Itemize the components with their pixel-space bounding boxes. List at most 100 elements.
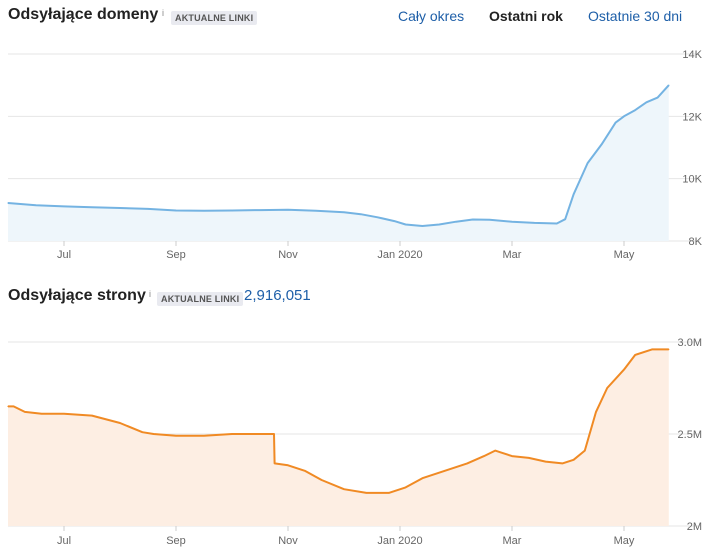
data-point [253, 433, 255, 435]
data-point [304, 470, 306, 472]
data-point [91, 206, 93, 208]
data-point [651, 348, 653, 350]
domains-title: Odsyłające domeny [8, 6, 159, 23]
data-point [259, 209, 261, 211]
data-point [500, 451, 502, 453]
data-point [175, 435, 177, 437]
data-point [556, 222, 558, 225]
data-point [343, 211, 345, 213]
series-area [8, 349, 669, 526]
y-tick-label: 2.5M [678, 429, 702, 441]
y-tick-label: 8K [689, 236, 703, 248]
data-point [601, 143, 603, 145]
data-point [287, 464, 289, 466]
data-point [91, 415, 93, 417]
data-point [141, 431, 143, 433]
domains-info-icon[interactable]: i [162, 8, 164, 18]
data-point [483, 455, 485, 457]
series-area [8, 85, 669, 241]
data-point [645, 101, 648, 103]
range-last-30-days[interactable]: Ostatnie 30 dni [588, 8, 683, 24]
data-point [231, 433, 233, 435]
data-point [315, 210, 317, 212]
x-tick-label: Nov [278, 249, 298, 261]
data-point [365, 492, 367, 494]
data-point [494, 450, 496, 452]
data-point [489, 219, 491, 221]
data-point [668, 348, 670, 350]
data-point [606, 387, 608, 389]
data-point [533, 222, 536, 224]
data-point [7, 405, 9, 407]
pages-info-icon[interactable]: i [149, 289, 151, 299]
x-tick-label: May [614, 535, 635, 547]
data-point [388, 492, 390, 494]
data-point [63, 413, 65, 415]
data-point [595, 411, 597, 413]
x-tick-label: Nov [278, 535, 298, 547]
data-point [405, 223, 407, 226]
data-point [119, 422, 121, 424]
data-point [587, 162, 589, 164]
x-tick-label: Jul [57, 249, 71, 261]
x-tick-label: Sep [166, 249, 186, 261]
series-line [8, 348, 669, 494]
pages-badge: AKTUALNE LINKI [157, 292, 244, 306]
domains-chart: 8K 10K 12K 14K Jul Sep Nov Jan 2020 Mar May [7, 49, 703, 261]
data-point [203, 435, 205, 437]
data-point [634, 109, 636, 111]
data-point [623, 115, 625, 117]
data-point [35, 204, 37, 206]
data-point [421, 477, 423, 479]
range-all-time[interactable]: Cały okres [398, 8, 465, 24]
data-point [287, 209, 289, 211]
data-point [24, 411, 26, 413]
data-point [147, 208, 149, 210]
data-point [377, 216, 379, 218]
x-tick-label: Mar [503, 535, 522, 547]
pages-title: Odsyłające strony [8, 287, 146, 304]
data-point [7, 202, 9, 204]
x-tick-label: Sep [166, 535, 186, 547]
pages-chart: 2M 2.5M 3.0M Jul Sep Nov Jan 2020 Mar May [7, 337, 702, 547]
data-point [405, 486, 407, 488]
data-point [321, 479, 323, 481]
y-tick-label: 12K [682, 111, 702, 123]
x-tick-label: Jan 2020 [377, 535, 422, 547]
pages-total: 2,916,051 [244, 287, 311, 304]
series-line [7, 84, 670, 227]
data-point [360, 213, 362, 215]
data-point [615, 122, 617, 124]
x-tick-label: May [614, 249, 635, 261]
data-point [273, 433, 275, 435]
y-tick-label: 10K [682, 174, 702, 186]
data-point [545, 461, 547, 463]
data-point [528, 457, 530, 459]
data-point [274, 462, 276, 464]
data-point [41, 413, 43, 415]
y-tick-label: 3.0M [678, 337, 702, 349]
y-tick-label: 2M [687, 521, 702, 533]
range-last-year[interactable]: Ostatni rok [489, 8, 563, 24]
data-point [466, 462, 468, 464]
data-point [393, 220, 395, 222]
data-point [444, 470, 446, 472]
data-point [119, 207, 121, 209]
x-tick-label: Mar [503, 249, 522, 261]
data-point [63, 205, 65, 207]
data-point [421, 225, 423, 227]
x-tick-label: Jul [57, 535, 71, 547]
data-point [511, 221, 513, 223]
data-point [203, 210, 205, 212]
data-point [343, 488, 345, 490]
x-tick-label: Jan 2020 [377, 249, 422, 261]
data-point [438, 223, 440, 226]
y-tick-label: 14K [682, 49, 702, 61]
data-point [668, 84, 670, 86]
data-point [472, 218, 474, 221]
data-point [511, 455, 513, 457]
data-point [584, 450, 586, 452]
data-point [564, 218, 566, 220]
data-point [13, 405, 15, 407]
data-point [657, 97, 659, 99]
